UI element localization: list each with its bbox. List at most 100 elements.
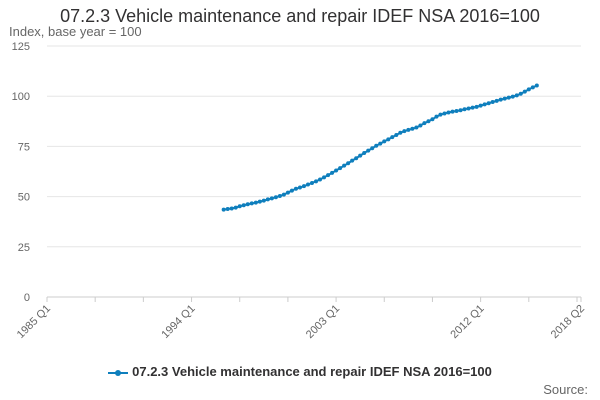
data-point	[330, 170, 335, 175]
gridlines	[47, 45, 581, 298]
data-point	[410, 126, 415, 131]
legend[interactable]: 07.2.3 Vehicle maintenance and repair ID…	[0, 364, 600, 379]
data-point	[414, 125, 419, 130]
data-point	[354, 156, 359, 161]
data-point	[390, 135, 395, 140]
data-point	[498, 97, 503, 102]
data-point	[418, 123, 423, 128]
y-axis-ticks: 0 25 50 75 100 125	[12, 41, 30, 304]
series-markers	[221, 83, 539, 212]
chart-title: 07.2.3 Vehicle maintenance and repair ID…	[60, 6, 540, 26]
data-point	[334, 168, 339, 173]
data-point	[326, 173, 331, 178]
data-point	[293, 186, 298, 191]
data-point	[322, 175, 327, 180]
y-tick-label: 50	[18, 192, 30, 204]
data-point	[382, 139, 387, 144]
data-point	[249, 201, 254, 206]
data-point	[482, 102, 487, 107]
data-point	[338, 166, 343, 171]
legend-label[interactable]: 07.2.3 Vehicle maintenance and repair ID…	[132, 364, 492, 379]
data-point	[358, 153, 363, 158]
data-point	[442, 111, 447, 116]
data-point	[514, 93, 519, 98]
x-tick-label: 2012 Q1	[448, 303, 486, 341]
data-point	[430, 117, 435, 122]
data-point	[245, 202, 250, 207]
data-point	[269, 196, 274, 201]
data-point	[490, 100, 495, 105]
data-point	[237, 204, 242, 209]
x-axis-ticks: 1985 Q1 1994 Q1 2003 Q1 2012 Q1 2018 Q2	[15, 297, 587, 341]
y-tick-label: 25	[18, 242, 30, 254]
data-point	[534, 83, 539, 88]
data-point	[522, 89, 527, 94]
data-point	[406, 127, 411, 132]
data-point	[470, 105, 475, 110]
data-point	[394, 132, 399, 137]
data-point	[458, 108, 463, 113]
line-with-dot-icon	[108, 368, 129, 378]
data-point	[474, 104, 479, 109]
data-point	[526, 87, 531, 92]
data-point	[370, 146, 375, 151]
data-point	[297, 185, 302, 190]
source-label[interactable]: Source:	[543, 382, 588, 397]
data-point	[366, 148, 371, 153]
y-tick-label: 100	[12, 91, 30, 103]
data-point	[518, 91, 523, 96]
legend-swatch-dot	[115, 369, 122, 376]
data-point	[362, 151, 367, 156]
data-point	[229, 206, 234, 211]
y-axis-label: Index, base year = 100	[9, 24, 142, 39]
data-point	[261, 198, 266, 203]
data-point	[386, 137, 391, 142]
data-point	[434, 114, 439, 119]
data-point	[422, 121, 427, 126]
data-point	[314, 179, 319, 184]
data-point	[486, 101, 491, 106]
data-point	[233, 205, 238, 210]
data-point	[530, 85, 535, 90]
data-point	[289, 188, 294, 193]
data-point	[257, 199, 262, 204]
data-point	[346, 161, 351, 166]
data-point	[277, 194, 282, 198]
y-tick-label: 0	[24, 292, 30, 304]
x-tick-label: 2003 Q1	[304, 303, 342, 341]
data-point	[221, 207, 226, 212]
data-point	[426, 119, 431, 124]
data-point	[378, 141, 383, 146]
data-point	[350, 158, 355, 163]
data-point	[450, 109, 455, 114]
data-point	[281, 192, 286, 197]
y-tick-label: 125	[12, 41, 30, 53]
data-point	[398, 130, 403, 135]
data-point	[506, 95, 511, 100]
x-tick-label: 2018 Q2	[549, 303, 587, 341]
data-point	[494, 98, 499, 103]
data-point	[502, 96, 507, 101]
y-tick-label: 75	[18, 141, 30, 153]
data-point	[225, 207, 230, 212]
data-point	[285, 190, 290, 195]
data-point	[454, 109, 459, 114]
x-tick-label: 1994 Q1	[159, 303, 197, 341]
data-point	[305, 182, 310, 187]
data-point	[510, 94, 515, 99]
data-point	[301, 184, 306, 189]
data-point	[241, 203, 246, 208]
data-point	[273, 195, 278, 200]
data-point	[462, 107, 467, 112]
data-point	[265, 197, 270, 202]
data-point	[374, 143, 379, 148]
data-point	[466, 106, 471, 111]
data-point	[309, 180, 314, 185]
data-point	[438, 112, 443, 117]
data-point	[253, 200, 258, 205]
data-point	[318, 177, 323, 182]
data-point	[478, 103, 483, 108]
x-tick-label: 1985 Q1	[15, 303, 53, 341]
data-point	[446, 110, 451, 115]
